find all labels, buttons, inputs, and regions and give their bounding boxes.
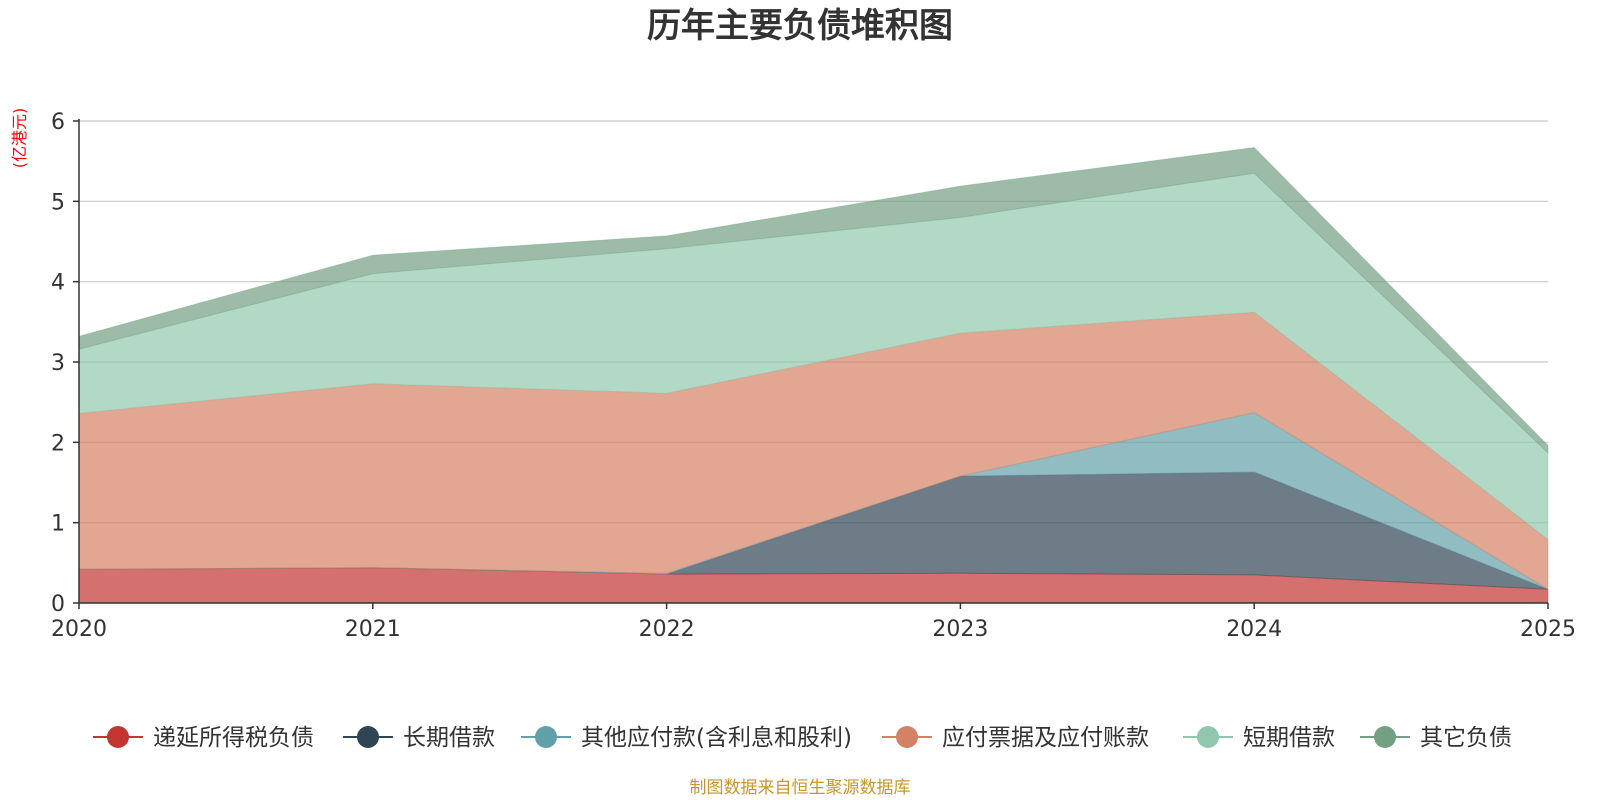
legend: 递延所得税负债 长期借款 其他应付款(含利息和股利) 应付票据及应付账款 短期借款 其它负… (93, 725, 1512, 751)
legend-item-1[interactable]: 递延所得税负债 (93, 725, 314, 751)
area-series-6 (78, 146, 1549, 454)
y-tick-label: 4 (51, 271, 65, 296)
legend-item-6[interactable]: 其它负债 (1360, 725, 1512, 751)
axes: 0 1 2 3 4 5 6 2020 2021 2022 2023 2024 2025 (51, 110, 1576, 642)
legend-item-3[interactable]: 其他应付款(含利息和股利) (521, 725, 852, 751)
chart-title: 历年主要负债堆积图 (647, 6, 953, 46)
x-tick-label: 2023 (932, 617, 988, 642)
y-tick-label: 6 (51, 110, 65, 135)
x-tick-label: 2024 (1226, 617, 1282, 642)
y-tick-label: 3 (51, 351, 65, 376)
x-tick-label: 2022 (639, 617, 695, 642)
x-tick-label: 2025 (1520, 617, 1576, 642)
y-tick-label: 2 (51, 431, 65, 456)
legend-marker (1197, 726, 1219, 748)
legend-marker (1374, 726, 1396, 748)
legend-marker (896, 726, 918, 748)
legend-label: 应付票据及应付账款 (942, 725, 1149, 751)
y-tick-label: 1 (51, 512, 65, 537)
legend-marker (535, 726, 557, 748)
legend-item-2[interactable]: 长期借款 (343, 725, 495, 751)
x-tick-label: 2020 (51, 617, 107, 642)
legend-label: 短期借款 (1243, 725, 1335, 751)
legend-label: 递延所得税负债 (153, 725, 314, 751)
legend-marker (107, 726, 129, 748)
legend-marker (357, 726, 379, 748)
legend-item-4[interactable]: 应付票据及应付账款 (882, 725, 1149, 751)
x-tick-label: 2021 (345, 617, 401, 642)
y-axis-unit-label: (亿港元) (10, 108, 29, 169)
legend-label: 其它负债 (1420, 725, 1512, 751)
legend-label: 其他应付款(含利息和股利) (581, 725, 852, 751)
data-source-note: 制图数据来自恒生聚源数据库 (690, 778, 911, 798)
legend-item-5[interactable]: 短期借款 (1183, 725, 1335, 751)
legend-label: 长期借款 (403, 725, 495, 751)
y-tick-label: 0 (51, 592, 65, 617)
area-series-layer (78, 146, 1549, 604)
y-tick-label: 5 (51, 190, 65, 215)
